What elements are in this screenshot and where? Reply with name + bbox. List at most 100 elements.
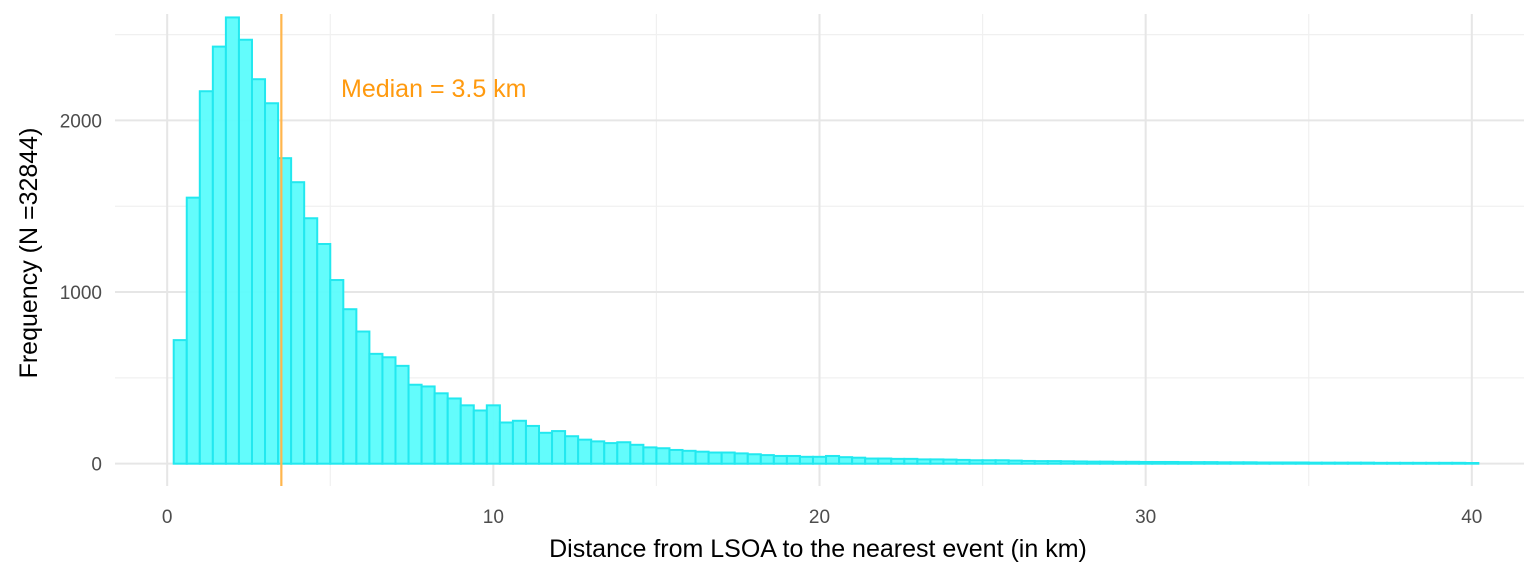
histogram-bar	[1033, 460, 1049, 465]
histogram-bar	[668, 448, 684, 465]
histogram-bar	[1072, 460, 1088, 465]
x-tick-label: 0	[162, 507, 173, 528]
y-tick-label: 0	[91, 455, 102, 476]
histogram-bar	[1046, 460, 1062, 465]
histogram-bar	[629, 443, 645, 465]
histogram-bar	[211, 45, 227, 465]
histogram-bar	[1203, 461, 1219, 465]
histogram-bar	[1412, 461, 1428, 465]
histogram-bar	[198, 90, 214, 465]
histogram-bar	[1151, 460, 1167, 465]
histogram-bar	[1255, 461, 1271, 465]
histogram-bar	[929, 458, 945, 465]
histogram-bar	[1242, 461, 1258, 465]
histogram-bar	[446, 397, 462, 465]
histogram-bar	[785, 454, 801, 465]
histogram-bar	[707, 451, 723, 465]
histogram-bar	[237, 38, 253, 465]
histogram-bar	[1281, 461, 1297, 465]
histogram-bar	[955, 458, 971, 465]
histogram-bar	[916, 458, 932, 465]
histogram-bar	[590, 440, 606, 465]
histogram-bar	[1438, 461, 1454, 465]
histogram-bar	[733, 452, 749, 465]
histogram-bar	[1098, 460, 1115, 465]
histogram-bar	[224, 16, 240, 465]
histogram-bar	[616, 441, 632, 465]
histogram-bar	[1164, 460, 1180, 465]
histogram-bar	[511, 419, 527, 465]
histogram-bar	[603, 442, 619, 465]
histogram-bar	[1229, 461, 1245, 465]
histogram-bar	[890, 457, 906, 465]
axis-ticks: 0 10 20 30 40 0 1000 2000	[60, 111, 1483, 528]
histogram-bar	[277, 157, 293, 465]
histogram-bar	[642, 446, 658, 465]
histogram-bar	[694, 450, 710, 465]
histogram-bar	[903, 457, 919, 465]
histogram-bar	[772, 454, 788, 465]
histogram-bar	[420, 385, 436, 465]
x-axis-title: Distance from LSOA to the nearest event …	[549, 535, 1087, 563]
histogram-bar	[1425, 461, 1441, 465]
histogram-bar	[381, 356, 397, 465]
histogram-bar	[746, 453, 762, 465]
histogram-bar	[1190, 461, 1206, 465]
histogram-bar	[655, 447, 671, 465]
histogram-bar	[1333, 461, 1349, 465]
histogram-bar	[1386, 461, 1402, 465]
histogram-bar	[877, 457, 893, 465]
y-tick-label: 2000	[60, 111, 102, 132]
histogram-bar	[1007, 459, 1023, 465]
histogram-bar	[1112, 460, 1128, 465]
histogram-bar	[1464, 462, 1480, 465]
histogram-bar	[720, 451, 736, 465]
histogram-bar	[329, 279, 345, 465]
histogram-bar	[407, 383, 423, 465]
histogram-bar	[1346, 461, 1362, 465]
histogram-bar	[172, 339, 188, 465]
histogram-bar	[551, 430, 567, 465]
histogram-bars	[172, 16, 1480, 465]
histogram-bar	[316, 242, 332, 465]
median-annotation: Median = 3.5 km	[341, 75, 527, 103]
histogram-bar	[290, 181, 306, 465]
histogram-bar	[981, 459, 997, 465]
y-tick-label: 1000	[60, 283, 102, 304]
histogram-bar	[1085, 460, 1101, 465]
histogram-bar	[538, 431, 554, 465]
histogram-bar	[185, 196, 201, 465]
histogram-bar	[368, 352, 384, 465]
histogram-bar	[1020, 459, 1036, 465]
x-tick-label: 30	[1135, 507, 1156, 528]
histogram-bar	[838, 456, 854, 465]
histogram-bar	[250, 78, 267, 465]
histogram-bar	[825, 454, 841, 465]
histogram-bar	[968, 459, 984, 465]
histogram-bar	[1294, 461, 1310, 465]
histogram-bar	[994, 459, 1010, 465]
histogram-bar	[1216, 461, 1232, 465]
histogram-bar	[433, 392, 449, 465]
histogram-bar	[1320, 461, 1336, 465]
histogram-bar	[811, 455, 828, 465]
histogram-bar	[303, 217, 319, 465]
histogram-bar	[1307, 461, 1323, 465]
histogram-bar	[1268, 461, 1284, 465]
histogram-bar	[577, 438, 593, 465]
histogram-bar	[798, 455, 814, 465]
histogram-bar	[942, 458, 958, 465]
histogram-bar	[342, 308, 358, 465]
y-axis-title: Frequency (N =32844)	[15, 128, 43, 379]
histogram-bar	[1399, 461, 1415, 465]
histogram-bar	[564, 435, 580, 465]
histogram-bar	[851, 456, 867, 465]
histogram-bar	[1359, 461, 1375, 465]
histogram-bar	[485, 404, 501, 465]
histogram-bar	[498, 421, 514, 465]
histogram-bar	[1059, 460, 1075, 465]
histogram-bar	[681, 449, 697, 465]
histogram-bar	[472, 409, 488, 465]
histogram-bar	[459, 404, 475, 465]
